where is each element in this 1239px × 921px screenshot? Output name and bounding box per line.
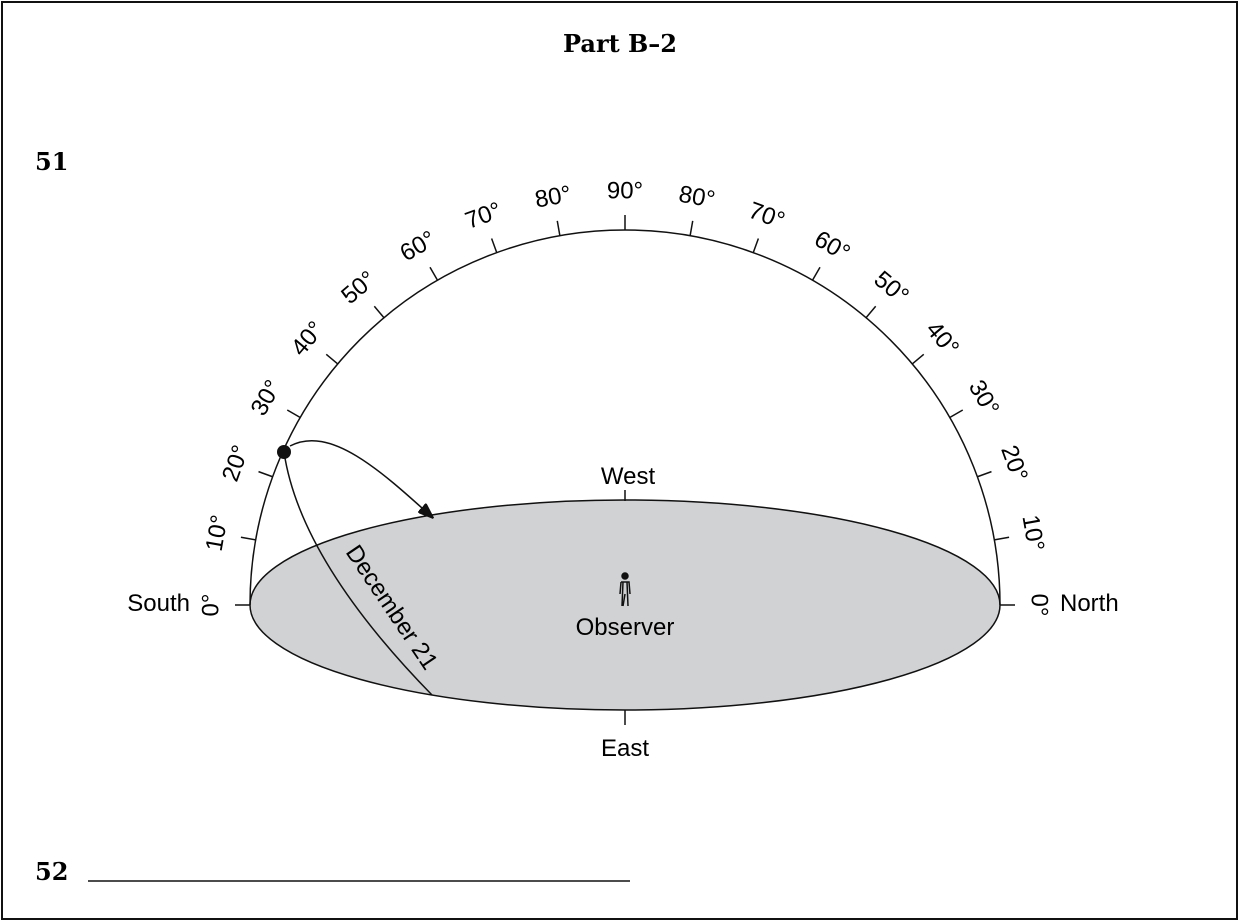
altitude-tick — [325, 353, 339, 365]
title: Part B–2 — [563, 29, 677, 58]
altitude-label: 20° — [217, 442, 255, 485]
sun-path — [283, 451, 433, 696]
direction-label: North — [1060, 590, 1119, 617]
altitude-label: 10° — [201, 513, 234, 553]
altitude-label: 0° — [1026, 594, 1053, 617]
altitude-label: 70° — [745, 197, 788, 235]
altitude-tick — [373, 305, 385, 319]
altitude-tick — [286, 409, 301, 419]
observer-label: Observer — [576, 614, 675, 641]
altitude-label: 70° — [462, 197, 505, 235]
direction-label: East — [601, 735, 649, 762]
altitude-label: 60° — [810, 226, 855, 268]
horizon-plane — [249, 499, 1001, 711]
altitude-label: 10° — [1016, 513, 1049, 553]
question-number: 52 — [35, 857, 68, 886]
altitude-label: 50° — [336, 266, 381, 310]
direction-label: South — [127, 590, 190, 617]
altitude-tick — [949, 409, 964, 419]
question-number: 51 — [35, 147, 68, 176]
arrow — [289, 440, 432, 517]
altitude-label: 60° — [395, 226, 440, 268]
altitude-tick — [811, 266, 821, 281]
altitude-tick — [689, 220, 694, 236]
altitude-label: 50° — [869, 266, 914, 310]
altitude-tick — [994, 536, 1010, 541]
altitude-tick — [911, 353, 925, 365]
altitude-label: 40° — [286, 316, 330, 361]
altitude-label: 80° — [533, 181, 573, 214]
altitude-label: 20° — [995, 442, 1033, 485]
altitude-tick — [865, 305, 877, 319]
sky-diagram: December 21 Observer West East South Nor… — [127, 177, 1118, 762]
altitude-tick — [490, 238, 498, 253]
altitude-label: 30° — [963, 375, 1005, 420]
altitude-tick — [556, 220, 561, 236]
altitude-label: 40° — [920, 316, 964, 361]
altitude-tick — [977, 470, 992, 478]
altitude-label: 0° — [197, 594, 224, 617]
altitude-label: 30° — [246, 375, 288, 420]
direction-label: West — [601, 463, 656, 490]
altitude-tick — [258, 470, 273, 478]
altitude-tick — [752, 238, 760, 253]
sun — [277, 445, 291, 459]
observer-figure — [619, 572, 631, 607]
altitude-tick — [429, 266, 439, 281]
altitude-tick — [240, 536, 256, 541]
altitude-label: 90° — [607, 177, 643, 204]
altitude-label: 80° — [677, 181, 717, 214]
